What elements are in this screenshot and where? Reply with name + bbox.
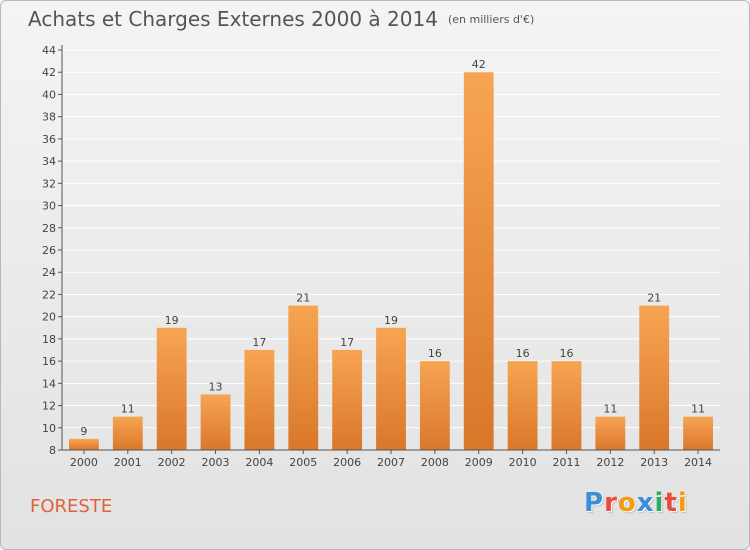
y-tick-label: 22 <box>42 288 56 301</box>
x-tick-label: 2004 <box>245 456 273 469</box>
x-tick-label: 2013 <box>640 456 668 469</box>
y-tick-label: 14 <box>42 377 56 390</box>
data-label: 11 <box>121 403 135 416</box>
logo-letter: P <box>584 488 605 518</box>
x-tick-label: 2001 <box>114 456 142 469</box>
y-tick-label: 12 <box>42 400 56 413</box>
data-label: 17 <box>340 336 354 349</box>
data-label: 21 <box>296 292 310 305</box>
logo-letter: i <box>654 488 665 518</box>
chart-unit: (en milliers d'€) <box>447 13 535 26</box>
logo-letter: x <box>636 488 655 518</box>
x-tick-label: 2007 <box>377 456 405 469</box>
data-label: 19 <box>384 314 398 327</box>
y-tick-label: 26 <box>42 244 56 257</box>
y-tick-label: 38 <box>42 111 56 124</box>
y-tick-label: 30 <box>42 200 56 213</box>
y-tick-label: 24 <box>42 266 56 279</box>
y-tick-label: 34 <box>42 155 56 168</box>
bar <box>288 305 319 450</box>
x-tick-label: 2009 <box>465 456 493 469</box>
data-label: 16 <box>559 347 573 360</box>
x-tick-label: 2002 <box>158 456 186 469</box>
y-tick-label: 36 <box>42 133 56 146</box>
bar <box>595 416 626 450</box>
y-tick-label: 20 <box>42 311 56 324</box>
x-tick-label: 2005 <box>289 456 317 469</box>
data-label: 16 <box>428 347 442 360</box>
y-tick-label: 40 <box>42 88 56 101</box>
x-tick-label: 2010 <box>509 456 537 469</box>
bar <box>156 327 187 450</box>
x-tick-label: 2003 <box>202 456 230 469</box>
bar <box>200 394 231 450</box>
y-tick-label: 16 <box>42 355 56 368</box>
bar <box>69 438 99 450</box>
data-label: 13 <box>209 380 223 393</box>
data-label: 16 <box>516 347 530 360</box>
data-label: 17 <box>252 336 266 349</box>
bar <box>419 361 450 450</box>
logo-letter: t <box>664 488 678 518</box>
y-tick-label: 8 <box>49 444 56 457</box>
x-tick-label: 2014 <box>684 456 712 469</box>
y-tick-label: 28 <box>42 222 56 235</box>
logo-letter: r <box>604 488 618 518</box>
y-tick-label: 18 <box>42 333 56 346</box>
data-label: 11 <box>691 403 705 416</box>
logo-letter: o <box>617 488 637 518</box>
bars: 9 11 19 13 17 21 17 19 16 42 16 16 11 21 11 <box>69 58 713 450</box>
x-tick-label: 2000 <box>70 456 98 469</box>
y-tick-label: 44 <box>42 44 56 57</box>
bar <box>639 305 670 450</box>
x-tick-label: 2006 <box>333 456 361 469</box>
bar <box>112 416 143 450</box>
y-tick-label: 10 <box>42 422 56 435</box>
data-label: 19 <box>165 314 179 327</box>
data-label: 42 <box>472 58 486 71</box>
bar <box>463 72 494 450</box>
bar <box>551 361 582 450</box>
chart-title: Achats et Charges Externes 2000 à 2014 (e… <box>28 7 534 31</box>
y-tick-label: 42 <box>42 66 56 79</box>
bar <box>332 350 363 450</box>
logo-letter: i <box>677 488 688 518</box>
bar <box>244 350 275 450</box>
bar <box>376 327 406 450</box>
x-tick-label: 2012 <box>596 456 624 469</box>
x-tick-label: 2011 <box>552 456 580 469</box>
y-tick-label: 32 <box>42 177 56 190</box>
axes: 8 10 12 14 16 18 20 22 24 26 28 30 32 34 36 38 40 42 44 200… <box>42 44 720 469</box>
data-label: 11 <box>603 403 617 416</box>
proxiti-logo: Proxiti <box>584 488 688 518</box>
data-label: 21 <box>647 292 661 305</box>
chart-title-text: Achats et Charges Externes 2000 à 2014 <box>28 7 438 31</box>
commune-name: FORESTE <box>30 496 113 517</box>
data-label: 9 <box>80 425 87 438</box>
x-tick-label: 2008 <box>421 456 449 469</box>
bar <box>507 361 538 450</box>
bar <box>683 416 713 450</box>
